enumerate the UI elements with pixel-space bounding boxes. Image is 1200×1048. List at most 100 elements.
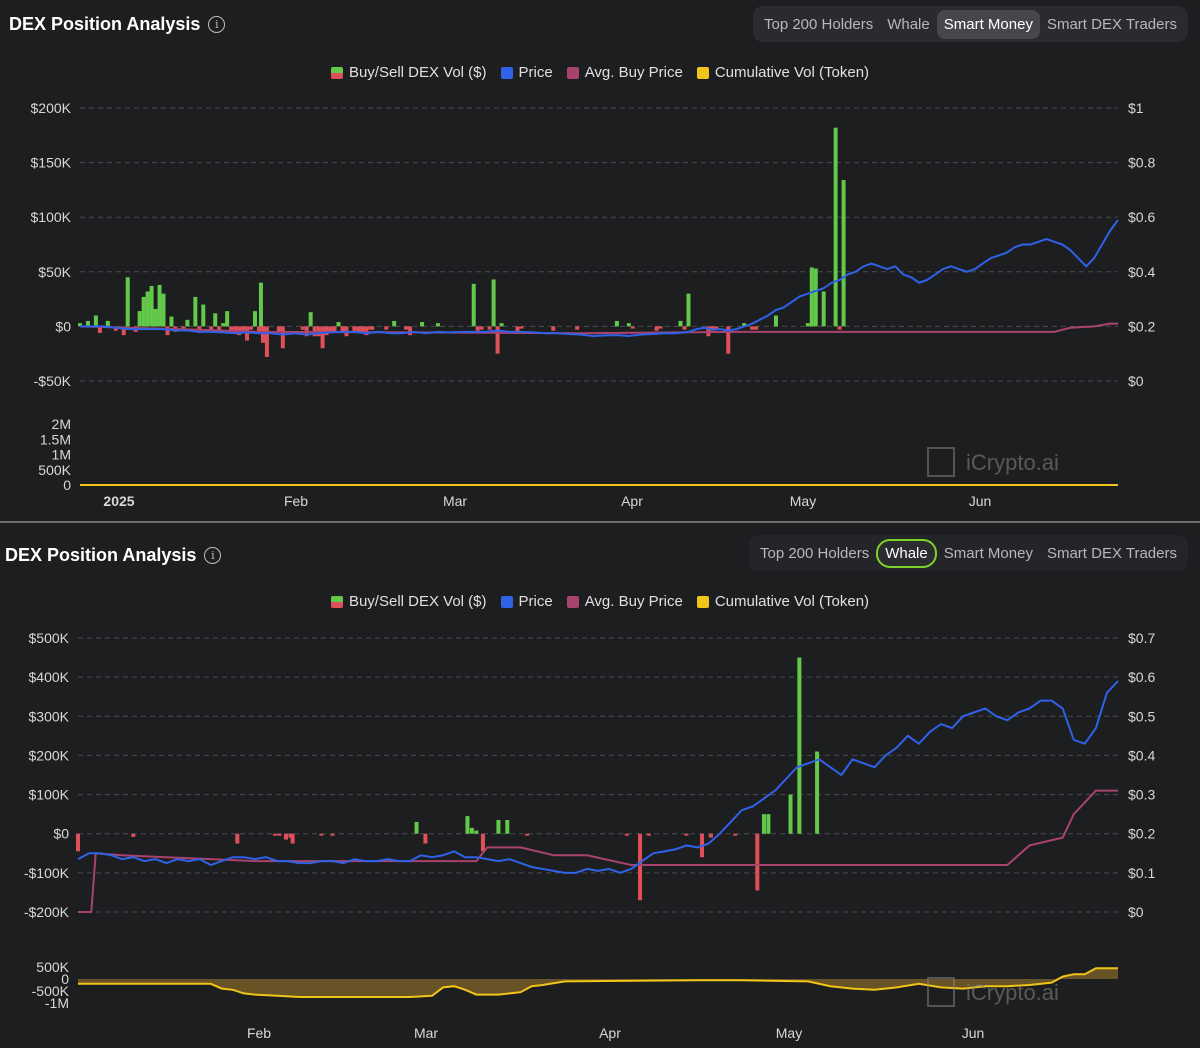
left-axis-tick-label: $500K: [29, 630, 70, 646]
sell-volume-bar: [384, 326, 389, 330]
sell-volume-bar: [256, 326, 261, 332]
sell-volume-bar: [726, 326, 731, 354]
info-icon[interactable]: i: [204, 547, 222, 564]
sell-volume-bar: [229, 326, 234, 333]
price-swatch-icon: [500, 66, 513, 79]
right-axis-tick-label: $0.3: [1128, 787, 1155, 803]
buy-volume-bar: [258, 282, 263, 327]
buy-volume-bar: [414, 821, 419, 834]
sell-volume-bar: [755, 833, 760, 891]
right-axis-tick-label: $0.2: [1128, 826, 1155, 842]
buy-volume-bar: [308, 312, 313, 327]
sell-volume-bar: [245, 326, 250, 341]
buy-volume-bar: [821, 291, 826, 327]
sell-volume-bar: [260, 326, 265, 343]
buy-volume-bar: [841, 180, 846, 327]
sell-volume-bar: [658, 326, 663, 329]
buy-volume-bar: [193, 296, 198, 327]
x-axis-tick-label: Jun: [969, 493, 992, 509]
buy-volume-bar: [169, 316, 174, 327]
legend-item-cumulative[interactable]: Cumulative Vol (Token): [696, 64, 869, 81]
cumulative-axis-tick-label: 0: [61, 971, 69, 987]
buy-volume-bar: [773, 315, 778, 327]
right-axis-tick-label: $0.1: [1128, 865, 1155, 881]
x-axis-tick-label: Apr: [621, 493, 643, 509]
x-axis-tick-label: Mar: [443, 493, 467, 509]
watermark: iCrypto.ai: [966, 980, 1059, 1005]
watermark: iCrypto.ai: [966, 450, 1059, 475]
tab-smart-money[interactable]: Smart Money: [936, 9, 1040, 39]
tab-top-200-holders[interactable]: Top 200 Holders: [759, 544, 870, 562]
sell-volume-bar: [288, 833, 293, 838]
legend-item-avg-buy[interactable]: Avg. Buy Price: [566, 64, 683, 81]
sell-volume-bar: [525, 833, 530, 836]
right-axis-tick-label: $0.7: [1128, 630, 1155, 646]
legend-item-cumulative[interactable]: Cumulative Vol (Token): [696, 593, 869, 610]
legend-item-volume[interactable]: Buy/Sell DEX Vol ($): [330, 593, 487, 610]
legend-label: Buy/Sell DEX Vol ($): [348, 64, 487, 81]
sell-volume-bar: [733, 833, 738, 836]
left-axis-tick-label: -$100K: [24, 865, 70, 881]
left-axis-tick-label: $100K: [29, 787, 70, 803]
sell-volume-bar: [328, 326, 333, 332]
sell-volume-bar: [76, 833, 80, 852]
tab-smart-dex-traders[interactable]: Smart DEX Traders: [1046, 15, 1177, 33]
buy-volume-bar: [815, 751, 820, 834]
price-line: [80, 219, 1119, 337]
tab-top-200-holders[interactable]: Top 200 Holders: [763, 15, 874, 33]
buy-volume-bar: [766, 814, 771, 834]
tab-whale[interactable]: Whale: [876, 538, 937, 568]
avg-buy-swatch-icon: [566, 595, 579, 608]
buy-volume-bar: [678, 320, 683, 327]
x-axis-tick-label: May: [776, 1025, 802, 1041]
legend-label: Price: [518, 593, 553, 610]
chart-legend: Buy/Sell DEX Vol ($) Price Avg. Buy Pric…: [0, 593, 1200, 610]
panel-whale: DEX Position Analysis i Top 200 Holders …: [0, 530, 1200, 1048]
sell-volume-bar: [233, 326, 238, 333]
buy-volume-bar: [336, 322, 341, 327]
price-line: [77, 680, 1119, 874]
legend-label: Avg. Buy Price: [584, 593, 683, 610]
buy-volume-bar: [813, 268, 818, 327]
legend-label: Avg. Buy Price: [584, 64, 683, 81]
sell-volume-bar: [624, 833, 629, 836]
buy-volume-bar: [157, 284, 162, 327]
sell-volume-bar: [515, 326, 520, 332]
cumulative-axis-tick-label: 1M: [52, 447, 71, 463]
sell-volume-bar: [408, 326, 413, 336]
sell-volume-bar: [479, 326, 484, 330]
sell-volume-bar: [360, 326, 365, 332]
right-axis-tick-label: $0.4: [1128, 264, 1155, 280]
chart-area[interactable]: $500K $400K $300K $200K $100K $0 -$100K -$200K $…: [0, 530, 1200, 1048]
buy-volume-bar: [761, 814, 766, 834]
left-axis-tick-label: $400K: [29, 669, 70, 685]
right-axis-tick-label: $0.8: [1128, 155, 1155, 171]
buy-volume-bar: [225, 311, 230, 327]
sell-volume-bar: [272, 833, 277, 836]
info-icon[interactable]: i: [208, 16, 226, 33]
sell-volume-bar: [710, 326, 715, 331]
tab-smart-dex-traders[interactable]: Smart DEX Traders: [1046, 544, 1177, 562]
watermark-logo-icon: [927, 977, 955, 1007]
buy-volume-bar: [137, 311, 142, 327]
volume-swatch-icon: [330, 595, 343, 608]
legend-item-volume[interactable]: Buy/Sell DEX Vol ($): [330, 64, 487, 81]
sell-volume-bar: [320, 326, 325, 349]
sell-volume-bar: [264, 326, 269, 357]
legend-item-price[interactable]: Price: [500, 64, 553, 81]
tab-smart-money[interactable]: Smart Money: [943, 544, 1033, 562]
buy-volume-bar: [185, 319, 190, 327]
sell-volume-bar: [241, 326, 246, 333]
right-axis-tick-label: $0.5: [1128, 708, 1155, 724]
legend-item-price[interactable]: Price: [500, 593, 553, 610]
panel-title: DEX Position Analysis: [9, 14, 201, 34]
sell-volume-bar: [209, 326, 214, 332]
tab-bar: Top 200 Holders Whale Smart Money Smart …: [748, 535, 1188, 571]
left-axis-tick-label: $0: [55, 318, 71, 334]
legend-item-avg-buy[interactable]: Avg. Buy Price: [566, 593, 683, 610]
panel-divider: [0, 521, 1200, 523]
tab-whale[interactable]: Whale: [887, 15, 930, 33]
chart-area[interactable]: $200K $150K $100K $50K $0 -$50K $1 $0.8 $0.6 $0.4…: [0, 0, 1200, 520]
buy-volume-bar: [505, 820, 510, 834]
cumulative-axis-tick-label: 0: [63, 477, 71, 493]
